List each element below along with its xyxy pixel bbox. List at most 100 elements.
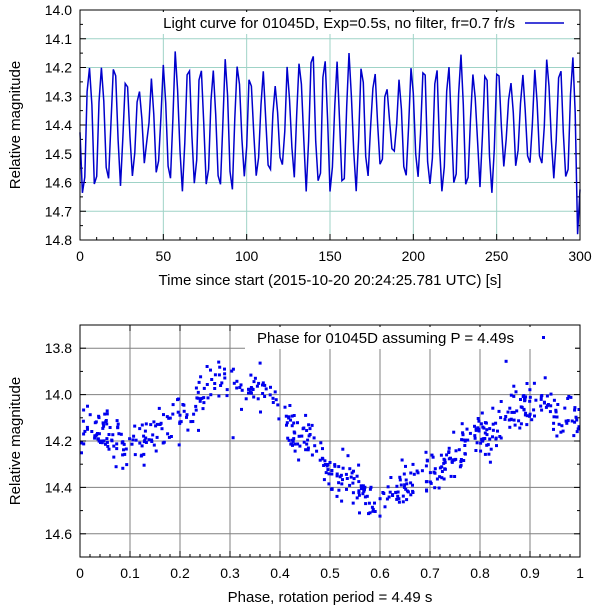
phase-point: [443, 460, 447, 464]
phase-point: [373, 510, 377, 513]
phase-point: [424, 480, 428, 484]
phase-point: [463, 444, 467, 447]
phase-point: [264, 387, 268, 391]
phase-point: [363, 485, 367, 489]
phase-point: [290, 414, 294, 418]
phase-point: [107, 433, 111, 436]
phase-point: [296, 421, 299, 425]
x-tick-label: 300: [568, 248, 592, 264]
phase-point: [563, 406, 567, 410]
phase-point: [519, 398, 522, 401]
phase-point: [460, 422, 464, 426]
phase-point: [363, 487, 366, 491]
phase-scatter-points: [80, 359, 581, 518]
y-tick-label: 14.4: [45, 479, 72, 495]
phase-point: [524, 411, 528, 415]
phase-point: [445, 453, 449, 457]
y-tick-label: 14.0: [45, 2, 72, 18]
x-tick-label: 0: [76, 565, 84, 581]
phase-point: [514, 390, 518, 394]
y-tick-label: 14.3: [45, 88, 72, 104]
phase-point: [116, 422, 120, 426]
phase-point: [496, 429, 499, 433]
x-tick-label: 1: [576, 565, 584, 581]
phase-point: [411, 483, 414, 487]
phase-point: [491, 422, 495, 426]
phase-point: [477, 427, 481, 431]
phase-point: [324, 471, 328, 475]
phase-point: [528, 395, 532, 399]
phase-point: [479, 449, 483, 453]
phase-point: [365, 494, 369, 498]
phase-point: [499, 400, 503, 403]
phase-point: [160, 427, 164, 431]
phase-point: [352, 469, 355, 473]
phase-point: [297, 434, 301, 438]
phase-point: [149, 423, 153, 427]
phase-point: [548, 410, 552, 414]
phase-point: [534, 398, 538, 402]
phase-point: [97, 439, 101, 443]
phase-point: [104, 420, 108, 424]
light-curve-x-axis-title: Time since start (2015-10-20 20:24:25.78…: [159, 272, 502, 289]
phase-point: [474, 449, 478, 452]
phase-point: [515, 409, 519, 413]
phase-point: [468, 431, 472, 435]
phase-point: [405, 498, 409, 502]
phase-point: [504, 359, 508, 363]
phase-point: [176, 410, 180, 414]
phase-point: [271, 401, 275, 404]
phase-point: [105, 412, 109, 416]
phase-point: [351, 491, 355, 495]
phase-point: [357, 491, 361, 494]
phase-point: [355, 474, 359, 478]
phase-point: [345, 477, 349, 480]
phase-point: [499, 416, 503, 420]
phase-point: [519, 405, 523, 409]
phase-point: [154, 424, 158, 428]
phase-point: [306, 438, 310, 442]
phase-point: [143, 429, 147, 433]
phase-point: [447, 446, 451, 450]
phase-point: [506, 410, 510, 414]
y-tick-label: 14.7: [45, 203, 72, 219]
phase-point: [220, 381, 224, 385]
phase-point: [495, 444, 498, 448]
phase-point: [561, 429, 565, 433]
phase-point: [569, 395, 573, 399]
phase-point: [397, 497, 401, 501]
phase-point: [81, 419, 85, 423]
x-tick-label: 0.8: [470, 565, 490, 581]
phase-point: [289, 418, 292, 422]
phase-point: [454, 449, 458, 453]
phase-point: [399, 483, 403, 487]
phase-point: [128, 437, 132, 441]
phase-point: [159, 421, 163, 425]
phase-point: [86, 427, 89, 431]
phase-point: [555, 434, 559, 438]
phase-point: [80, 441, 84, 445]
phase-point: [404, 478, 408, 482]
phase-point: [155, 422, 159, 426]
phase-point: [371, 509, 375, 513]
phase-point: [82, 442, 86, 446]
phase-point: [297, 458, 301, 462]
y-tick-label: 14.2: [45, 433, 72, 449]
light-curve-legend-label: Light curve for 01045D, Exp=0.5s, no fil…: [163, 15, 515, 32]
phase-point: [171, 403, 175, 407]
phase-point: [231, 367, 235, 371]
phase-point: [119, 432, 123, 436]
light-curve-legend-box: [152, 12, 576, 34]
phase-point: [333, 463, 337, 467]
phase-point: [219, 384, 223, 387]
phase-point: [431, 455, 435, 459]
phase-point: [205, 383, 209, 386]
phase-point: [167, 416, 171, 420]
phase-point: [433, 467, 437, 471]
phase-point: [459, 458, 463, 461]
phase-point: [323, 463, 327, 466]
phase-point: [333, 464, 337, 468]
phase-point: [387, 495, 391, 499]
phase-point: [154, 449, 158, 453]
